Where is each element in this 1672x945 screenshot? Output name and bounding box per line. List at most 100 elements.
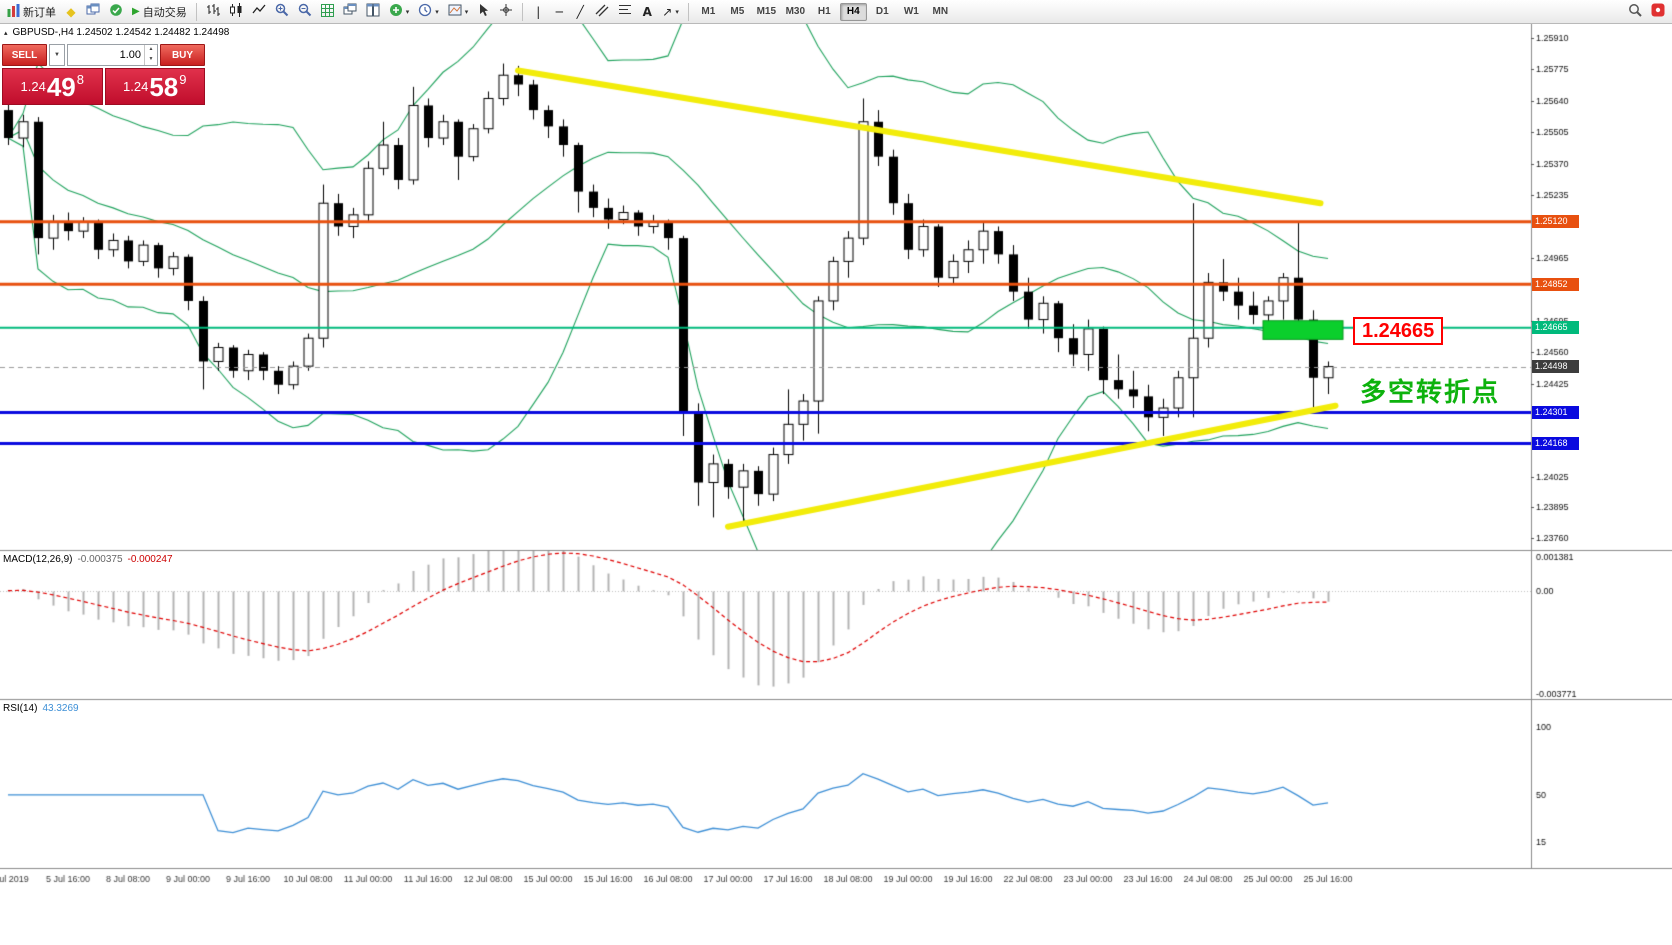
timeframe-button-w1[interactable]: W1 [898,3,925,21]
macd-name: MACD(12,26,9) [3,554,73,565]
trendline-icon: ╱ [576,4,584,19]
timeframe-button-mn[interactable]: MN [927,3,954,21]
bid-price-panel[interactable]: 1.24 49 8 [2,68,103,105]
zoom-in-icon [275,3,289,20]
autotrade-label: 自动交易 [142,6,187,19]
cascade-windows-icon [343,3,357,20]
chevron-down-icon: ▾ [464,8,469,16]
bar-chart-button[interactable] [202,2,224,22]
trade-panel-toggle[interactable]: ▴ [4,29,8,37]
toolbar-separator [195,2,197,21]
timeframe-button-h1[interactable]: H1 [811,3,838,21]
periods-button[interactable]: ▾ [414,2,443,22]
bid-prefix: 1.24 [20,79,46,94]
community-button[interactable] [1647,2,1669,22]
buy-button[interactable]: BUY [160,44,205,66]
templates-button[interactable]: ▾ [444,2,473,22]
new-order-label: 新订单 [23,6,56,19]
tile-windows-icon [366,3,380,20]
candlestick-chart-button[interactable] [225,2,247,22]
metaeditor-icon: ◆ [66,4,76,19]
turning-point-annotation: 多空转折点 [1360,377,1501,407]
price-level-badge: 1.24852 [1532,277,1579,291]
rsi-value: 43.3269 [42,703,79,714]
ask-sup: 9 [179,72,187,87]
line-chart-icon [252,3,266,20]
charts-window-icon [86,3,100,20]
order-options-dropdown[interactable]: ▼ [49,44,65,66]
grid-icon [320,3,334,20]
price-level-badge: 1.24301 [1532,405,1579,419]
indicators-icon [389,3,403,20]
templates-icon [448,3,462,20]
play-icon: ▶ [132,6,140,17]
new-order-button[interactable]: 新订单 [3,2,60,22]
channel-tool-button[interactable] [591,2,613,22]
timeframe-button-m5[interactable]: M5 [724,3,751,21]
line-chart-button[interactable] [248,2,270,22]
price-chart[interactable] [0,24,1672,945]
vertical-line-icon: | [536,4,541,19]
search-icon [1628,3,1642,20]
timeframe-button-m1[interactable]: M1 [695,3,722,21]
crosshair-icon [499,3,513,20]
rsi-indicator-label: RSI(14) 43.3269 [3,703,79,714]
fibonacci-tool-button[interactable] [614,2,636,22]
timeframe-button-h4[interactable]: H4 [839,2,867,21]
price-level-badge: 1.24498 [1532,360,1579,374]
text-tool-icon: A [642,4,652,19]
trendline-tool-button[interactable]: ╱ [570,2,590,22]
volume-down-icon[interactable]: ▼ [148,56,154,62]
chevron-down-icon: ▾ [405,8,410,16]
new-order-icon [7,3,20,20]
search-button[interactable] [1624,2,1646,22]
main-toolbar: 新订单 ◆ ▶ 自动交易 ▾ ▾ ▾ | ─ ╱ A ↗ ▾ M1 M5 M15 M30… [0,0,1672,24]
timeframe-button-m15[interactable]: M15 [753,3,780,21]
arrows-tool-button[interactable]: ↗ ▾ [658,2,683,22]
candlestick-icon [229,3,243,20]
channel-icon [595,3,609,20]
bid-big: 49 [46,71,76,102]
symbol-ohlc-text: GBPUSD-,H4 1.24502 1.24542 1.24482 1.244… [12,27,230,38]
price-level-badge: 1.25120 [1532,215,1579,229]
sell-button[interactable]: SELL [2,44,47,66]
toolbar-separator [522,2,524,21]
macd-value: -0.000375 [77,554,123,565]
timeframe-button-m30[interactable]: M30 [782,3,809,21]
volume-up-icon[interactable]: ▲ [148,46,154,52]
price-level-badge: 1.24665 [1532,321,1579,335]
cursor-button[interactable] [473,2,494,22]
volume-input[interactable]: 1.00 ▲ ▼ [67,44,158,66]
chevron-down-icon: ▾ [435,8,439,16]
arrow-tool-icon: ↗ [662,4,673,19]
market-watch-icon [109,3,123,20]
ask-price-panel[interactable]: 1.24 58 9 [104,68,205,105]
fibonacci-icon [618,3,632,20]
metaeditor-button[interactable]: ◆ [61,2,81,22]
zoom-out-icon [298,3,312,20]
tile-windows-button[interactable] [362,2,384,22]
rsi-name: RSI(14) [3,703,38,714]
timeframe-button-d1[interactable]: D1 [869,3,896,21]
chevron-down-icon: ▼ [54,52,60,58]
crosshair-button[interactable] [495,2,517,22]
autotrade-button[interactable]: ▶ 自动交易 [128,2,191,22]
horizontal-line-tool-button[interactable]: ─ [549,2,569,22]
text-tool-button[interactable]: A [637,2,657,22]
cascade-windows-button[interactable] [339,2,361,22]
ask-big: 58 [149,71,179,102]
ask-prefix: 1.24 [123,79,149,94]
chart-ohlc-header: ▴ GBPUSD-,H4 1.24502 1.24542 1.24482 1.2… [4,27,229,38]
horizontal-line-icon: ─ [555,4,563,19]
one-click-trading-panel: SELL ▼ 1.00 ▲ ▼ BUY 1.24 49 8 1.24 58 9 [2,44,205,105]
bid-sup: 8 [76,72,84,87]
zoom-in-button[interactable] [271,2,293,22]
market-watch-button[interactable] [105,2,127,22]
vertical-line-tool-button[interactable]: | [528,2,548,22]
charts-window-button[interactable] [82,2,104,22]
grid-button[interactable] [317,2,338,22]
indicators-button[interactable]: ▾ [385,2,414,22]
price-level-badge: 1.24168 [1532,436,1579,450]
zoom-out-button[interactable] [294,2,316,22]
timeframe-toolbar: M1 M5 M15 M30 H1 H4 D1 W1 MN [694,2,955,21]
